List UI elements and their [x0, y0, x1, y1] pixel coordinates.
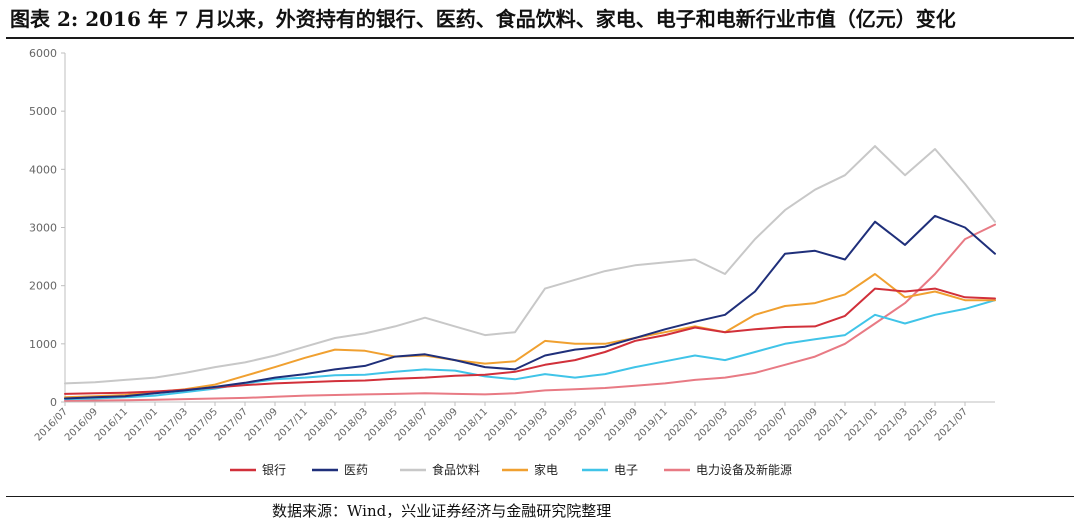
chart-axes — [64, 53, 995, 403]
legend-label: 银行 — [262, 463, 286, 477]
series-line-3 — [64, 273, 996, 399]
y-tick-label: 5000 — [29, 105, 57, 118]
series-line-0 — [64, 287, 996, 395]
legend-label: 电力设备及新能源 — [696, 462, 792, 477]
y-tick-label: 0 — [50, 396, 57, 409]
legend-label: 医药 — [344, 463, 368, 477]
series-line-1 — [64, 214, 996, 400]
series-line-5 — [64, 223, 996, 402]
legend-label: 家电 — [534, 462, 558, 477]
y-tick-label: 3000 — [29, 222, 57, 235]
series-line-4 — [64, 299, 996, 401]
source-rule — [6, 496, 1074, 497]
chart-legend: 银行 医药 食品饮料 家电 电子 电力设备及新能源 — [230, 462, 792, 477]
x-axis-ticks: 2016/072016/092016/112017/012017/032017/… — [33, 402, 970, 443]
legend-label: 电子 — [614, 463, 638, 477]
line-chart: 0 1000 2000 3000 4000 5000 6000 2016/072016/09… — [29, 47, 996, 477]
legend-label: 食品饮料 — [432, 462, 480, 477]
x-tick-label: 2021/07 — [933, 406, 970, 443]
y-tick-label: 4000 — [29, 163, 57, 176]
series-line-2 — [64, 145, 996, 385]
y-tick-label: 1000 — [29, 338, 57, 351]
y-axis-ticks: 0 1000 2000 3000 4000 5000 6000 — [29, 47, 65, 409]
title-rule — [6, 37, 1074, 39]
source-note: 数据来源：Wind，兴业证券经济与金融研究院整理 — [272, 502, 612, 520]
series-lines — [64, 145, 996, 402]
y-tick-label: 6000 — [29, 47, 57, 60]
y-tick-label: 2000 — [29, 280, 57, 293]
chart-title: 图表 2: 2016 年 7 月以来，外资持有的银行、医药、食品饮料、家电、电子… — [10, 7, 956, 31]
